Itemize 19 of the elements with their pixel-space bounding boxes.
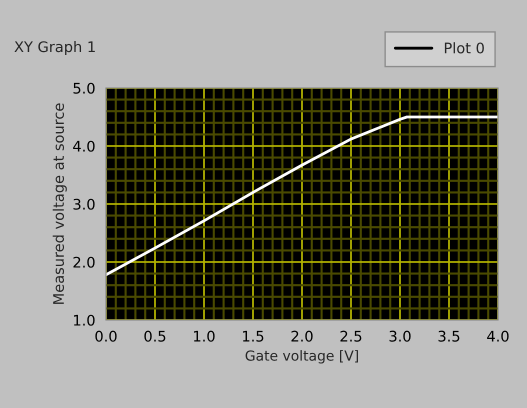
y-tick-label: 5.0 <box>74 82 95 94</box>
line-series <box>106 116 498 276</box>
text: Plot 0 <box>444 42 484 54</box>
x-tick-label: 3.0 <box>390 330 411 342</box>
x-tick-label: 1.0 <box>194 330 215 342</box>
y-tick-label: 2.0 <box>73 256 95 268</box>
x-tick-label: 3.5 <box>438 330 460 342</box>
y-tick-label: 1.0 <box>74 314 95 326</box>
chart-title: XY Graph 1 <box>14 40 95 56</box>
x-tick-label: 0.5 <box>144 330 166 342</box>
x-tick-label: 2.5 <box>340 330 362 342</box>
y-tick-label: 3.0 <box>74 198 95 210</box>
x-tick-label: 0.0 <box>95 330 117 342</box>
y-axis-title: Measured voltage at source <box>52 103 67 304</box>
x-tick-label: 2.0 <box>291 330 313 342</box>
y-tick-label: 4.0 <box>73 140 95 152</box>
x-tick-label: 1.5 <box>243 330 264 342</box>
x-axis-title: Gate voltage [V] <box>246 350 358 364</box>
x-tick-label: 4.0 <box>487 330 509 342</box>
